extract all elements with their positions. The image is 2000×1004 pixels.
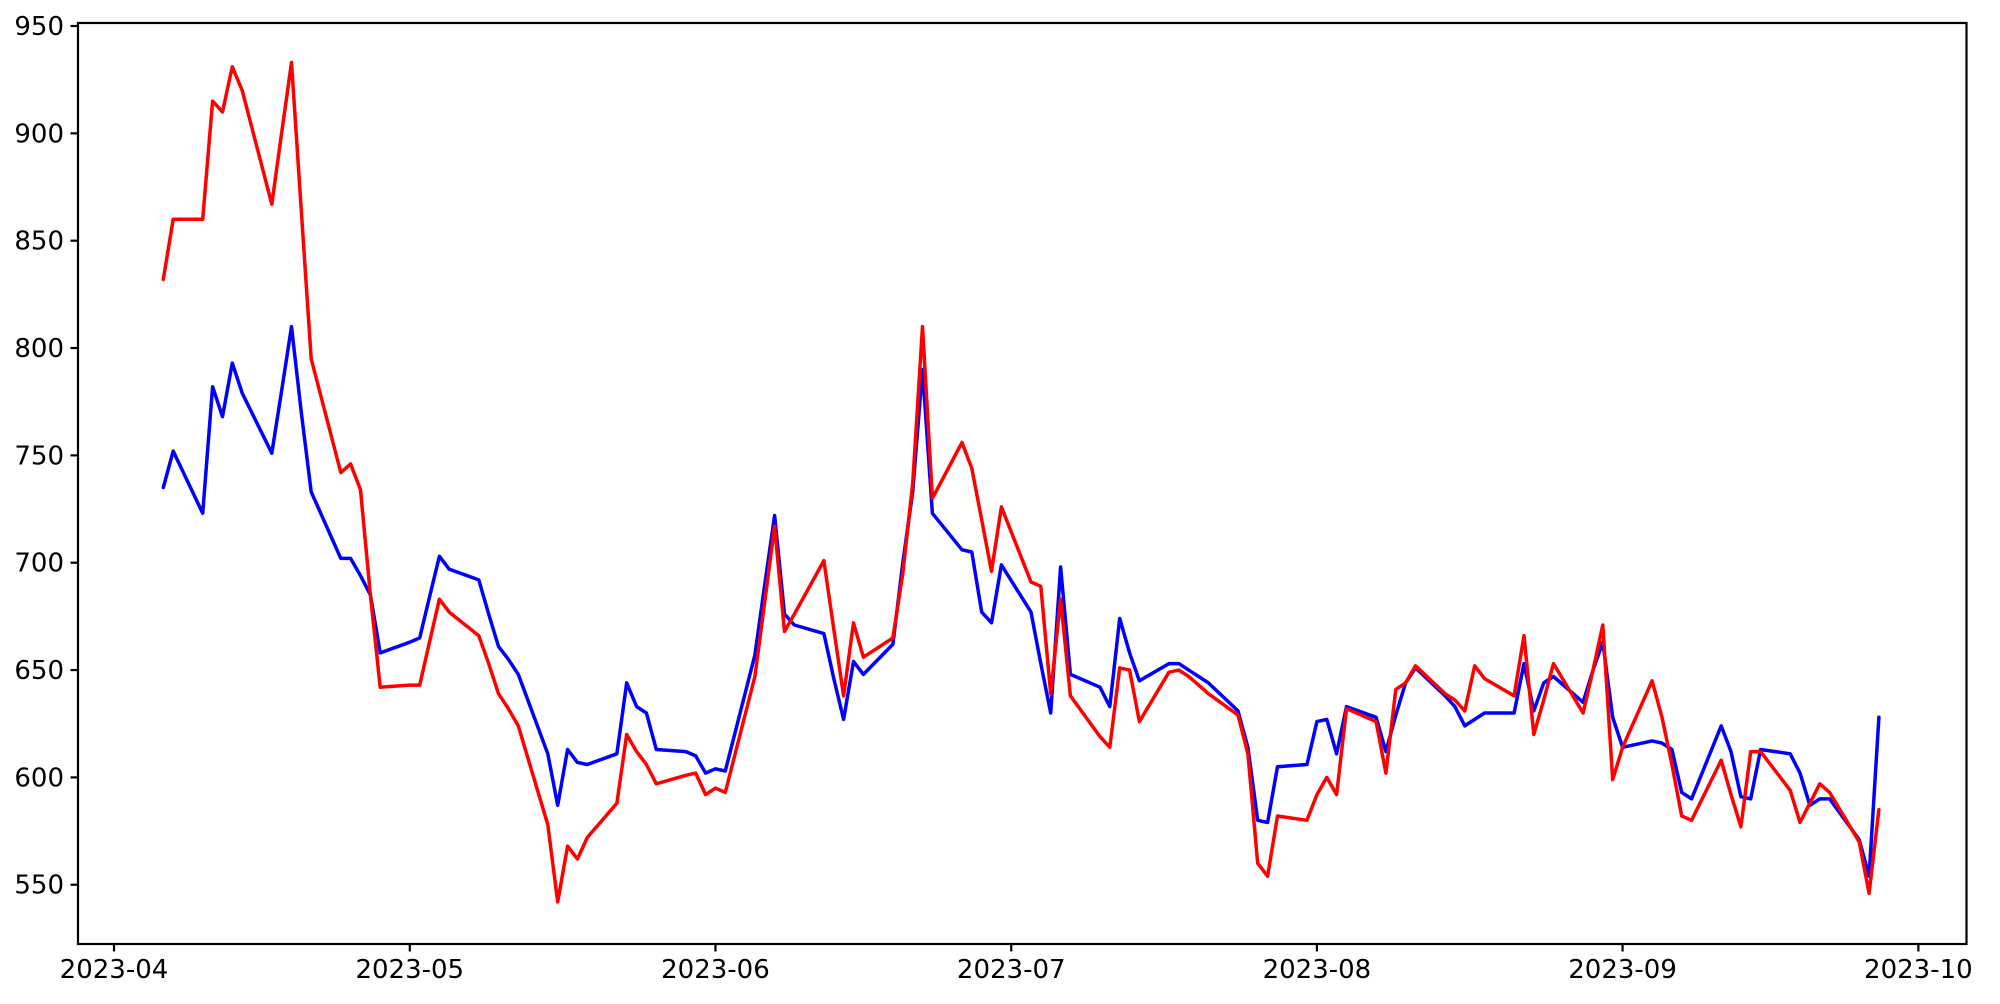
- series-lines: [161, 60, 1881, 904]
- y-tick-label: 600: [14, 763, 64, 793]
- y-tick-label: 750: [14, 441, 64, 471]
- y-tick-label: 650: [14, 656, 64, 686]
- y-tick-label: 900: [14, 119, 64, 149]
- x-tick-label: 2023-05: [355, 955, 464, 985]
- y-tick-label: 800: [14, 334, 64, 364]
- y-tick-label: 550: [14, 871, 64, 901]
- blue-series-line: [161, 324, 1881, 878]
- x-tick-label: 2023-09: [1568, 955, 1677, 985]
- plot-border: [76, 21, 1968, 946]
- y-axis: 550 600 650 700 750 800 850 900 950: [14, 12, 78, 901]
- x-axis: 2023-04 2023-05 2023-06 2023-07 2023-08 2023-…: [60, 944, 1973, 985]
- y-tick-label: 850: [14, 227, 64, 257]
- x-tick-label: 2023-07: [957, 955, 1066, 985]
- x-tick-label: 2023-10: [1864, 955, 1973, 985]
- x-tick-label: 2023-08: [1263, 955, 1372, 985]
- x-tick-label: 2023-04: [60, 955, 169, 985]
- red-series-line: [161, 60, 1881, 904]
- y-tick-label: 950: [14, 12, 64, 42]
- x-tick-label: 2023-06: [661, 955, 770, 985]
- y-tick-label: 700: [14, 549, 64, 579]
- plot-border-rect: [76, 21, 1968, 946]
